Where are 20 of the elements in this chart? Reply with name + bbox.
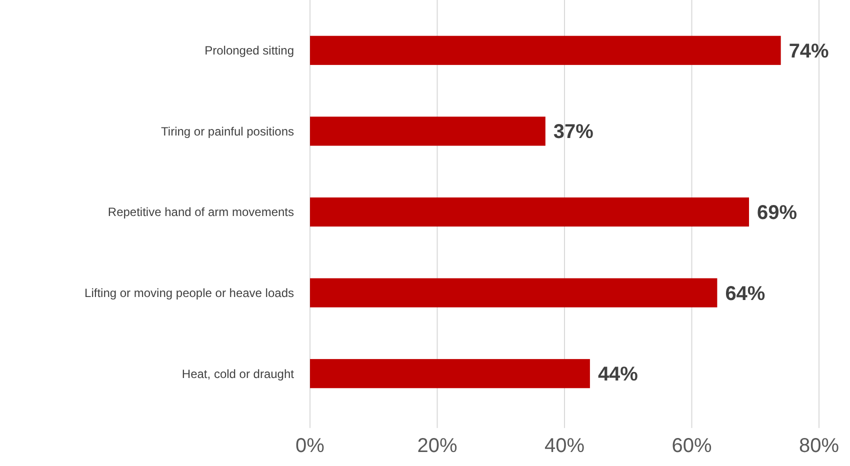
data-label: 64% (725, 282, 766, 305)
x-tick-label: 60% (672, 435, 712, 457)
y-tick-label: Lifting or moving people or heave loads (84, 286, 294, 300)
bar (310, 116, 546, 146)
bar (310, 36, 781, 65)
data-label: 69% (757, 202, 798, 224)
y-tick-label: Tiring or painful positions (161, 124, 294, 138)
y-tick-label: Heat, cold or draught (182, 366, 295, 381)
x-tick-label: 40% (544, 435, 585, 457)
x-tick-label: 0% (296, 435, 325, 457)
data-label: 44% (598, 364, 638, 386)
data-label: 74% (788, 40, 830, 62)
x-tick-label: 80% (798, 435, 840, 457)
data-label: 37% (553, 121, 594, 144)
y-tick-label: Repetitive hand of arm movements (108, 205, 294, 220)
bar (310, 278, 718, 308)
x-tick-label: 20% (417, 435, 458, 457)
bar (310, 359, 590, 388)
y-tick-label: Prolonged sitting (204, 44, 294, 58)
bar (310, 197, 750, 227)
